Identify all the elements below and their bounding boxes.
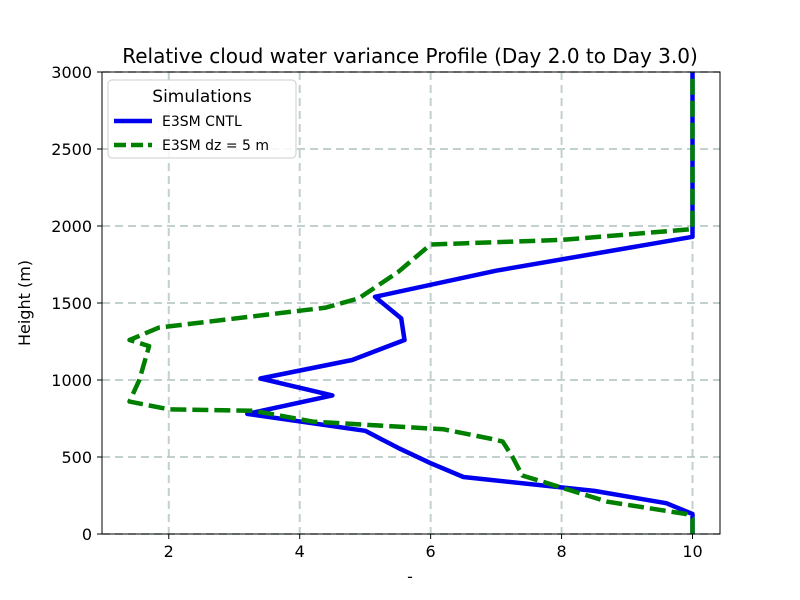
x-tick-label: 2 (164, 542, 174, 561)
legend-title: Simulations (152, 87, 252, 107)
x-tick-label: 6 (426, 542, 436, 561)
y-tick-label: 2500 (51, 140, 92, 159)
y-tick-label: 1500 (51, 294, 92, 313)
series-line-e3sm-dz-5-m (127, 72, 695, 534)
legend-label-e3sm-cntl: E3SM CNTL (162, 114, 242, 130)
series-line-e3sm-cntl (245, 72, 695, 534)
y-tick-label: 500 (61, 448, 92, 467)
y-axis-label: Height (m) (15, 260, 34, 346)
y-tick-label: 0 (82, 525, 92, 544)
ticks: 2 4 6 8 10 0 500 1000 1500 2000 2500 3000 (51, 63, 702, 561)
legend-box (107, 79, 297, 159)
y-tick-label: 1000 (51, 371, 92, 390)
x-tick-label: 10 (682, 542, 702, 561)
legend-label-e3sm-dz: E3SM dz = 5 m (162, 138, 269, 154)
legend: Simulations E3SM CNTL E3SM dz = 5 m (107, 79, 297, 159)
chart-title: Relative cloud water variance Profile (D… (122, 44, 698, 68)
series-layer (127, 72, 695, 534)
x-axis-label: - (407, 567, 413, 586)
x-tick-label: 4 (295, 542, 305, 561)
x-tick-label: 8 (556, 542, 566, 561)
y-tick-label: 3000 (51, 63, 92, 82)
y-tick-label: 2000 (51, 217, 92, 236)
grid (102, 71, 720, 535)
